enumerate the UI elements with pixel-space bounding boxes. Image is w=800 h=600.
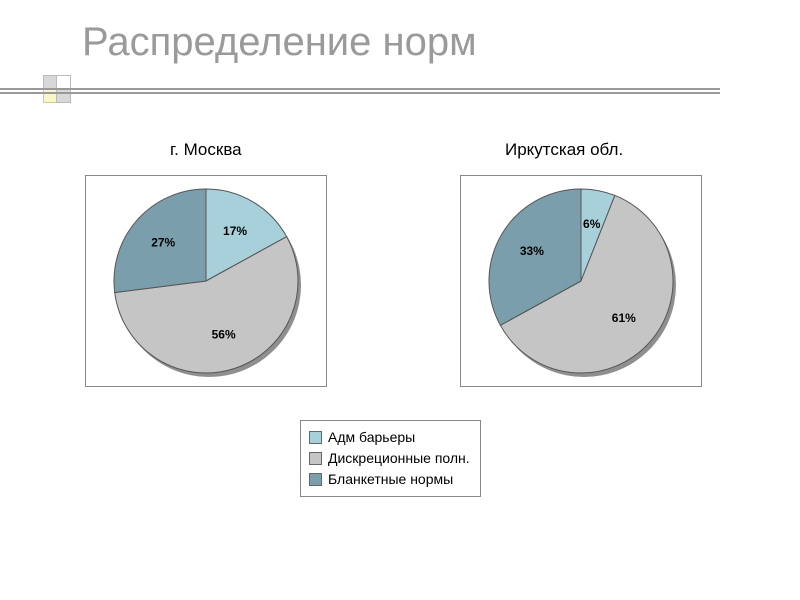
chart-subtitle-left: г. Москва [170,140,242,160]
pie-chart-left: 17% 56% 27% [106,181,306,381]
legend-swatch [309,473,322,486]
legend-label: Адм барьеры [328,427,415,448]
legend-label: Дискреционные полн. [328,448,470,469]
pie-slice-label: 17% [223,224,247,238]
pie-chart-right: 6% 61% 33% [481,181,681,381]
pie-slice-label: 61% [612,311,636,325]
pie-slice-label: 33% [520,244,544,258]
pie-slice-label: 6% [583,217,601,231]
legend-row: Бланкетные нормы [309,469,470,490]
legend-row: Дискреционные полн. [309,448,470,469]
chart-subtitle-right: Иркутская обл. [505,140,623,160]
chart-frame-left: 17% 56% 27% [85,175,327,387]
chart-frame-right: 6% 61% 33% [460,175,702,387]
legend-row: Адм барьеры [309,427,470,448]
legend-swatch [309,431,322,444]
legend: Адм барьерыДискреционные полн.Бланкетные… [300,420,481,497]
slide: { "title": "Распределение норм", "title_… [0,0,800,600]
pie-slice-label: 27% [151,235,175,249]
legend-swatch [309,452,322,465]
title-rule [0,88,720,90]
legend-label: Бланкетные нормы [328,469,453,490]
pie-slice-label: 56% [212,327,236,341]
slide-title: Распределение норм [82,20,477,65]
